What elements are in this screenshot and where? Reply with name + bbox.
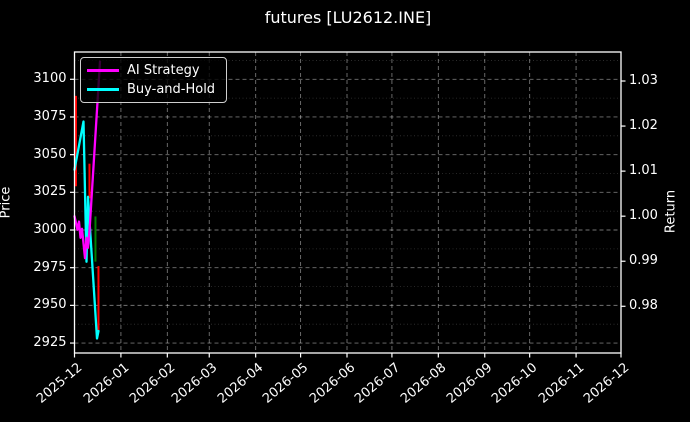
series-line-buy-and-hold <box>73 120 100 340</box>
y-right-tick-label: 1.00 <box>629 208 658 224</box>
chart-title: futures [LU2612.INE] <box>264 8 432 27</box>
series-line-ai-strategy <box>73 60 102 260</box>
chart-legend: AI Strategy Buy-and-Hold <box>80 57 227 103</box>
y-right-tick-label: 1.01 <box>629 163 658 179</box>
y-right-tick-label: 1.02 <box>629 118 658 134</box>
legend-line-sample-cyan <box>87 88 119 91</box>
legend-label: Buy-and-Hold <box>127 82 216 97</box>
legend-label: AI Strategy <box>127 63 200 78</box>
legend-item-buy-and-hold: Buy-and-Hold <box>87 81 218 99</box>
legend-line-sample-magenta <box>87 69 119 72</box>
plot-spines <box>73 51 622 354</box>
y-left-tick-label: 2975 <box>33 259 67 275</box>
legend-item-ai-strategy: AI Strategy <box>87 62 218 80</box>
y-left-tick-label: 2925 <box>33 335 67 351</box>
y-right-tick-label: 0.98 <box>629 298 658 314</box>
y-left-tick-label: 3025 <box>33 184 67 200</box>
y-left-tick-label: 3100 <box>33 71 67 87</box>
y-right-tick-label: 0.99 <box>629 253 658 269</box>
y-left-tick-label: 2950 <box>33 297 67 313</box>
y-left-tick-label: 3075 <box>33 108 67 124</box>
y-right-tick-label: 1.03 <box>629 73 658 88</box>
y-left-tick-label: 3000 <box>33 222 67 237</box>
y-left-tick-label: 3050 <box>33 146 67 162</box>
